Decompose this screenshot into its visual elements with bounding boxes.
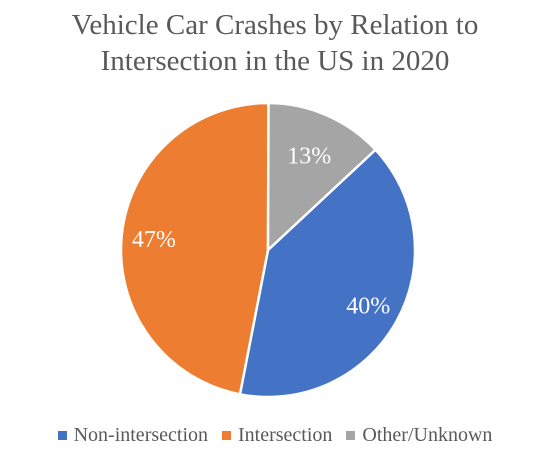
legend-label-intersection: Intersection [238,423,333,446]
pie-slice-other-unknown [266,101,378,253]
legend-swatch-intersection [222,430,231,440]
legend: Non-intersection Intersection Other/Unkn… [0,423,550,447]
legend-item-intersection: Intersection [222,424,332,447]
pie-label-other-unknown: 13% [287,144,331,170]
pie-slice-intersection [119,101,270,396]
legend-item-non-intersection: Non-intersection [57,423,208,447]
chart-title-line-1: Vehicle Car Crashes by Relation to [71,9,479,41]
legend-label-non-intersection: Non-intersection [73,423,208,446]
pie-label-non-intersection: 40% [346,294,390,320]
legend-label-other-unknown: Other/Unknown [362,423,493,446]
legend-item-other-unknown: Other/Unknown [346,424,492,447]
pie-label-intersection: 47% [132,227,176,253]
pie-slices [119,101,417,399]
pie-slice-non-intersection [238,147,417,399]
legend-swatch-non-intersection [57,430,67,440]
legend-swatch-other-unknown [346,430,356,440]
pie-labels: 40% 47% 13% [132,144,390,320]
chart-title-line-2: Intersection in the US in 2020 [100,45,450,77]
